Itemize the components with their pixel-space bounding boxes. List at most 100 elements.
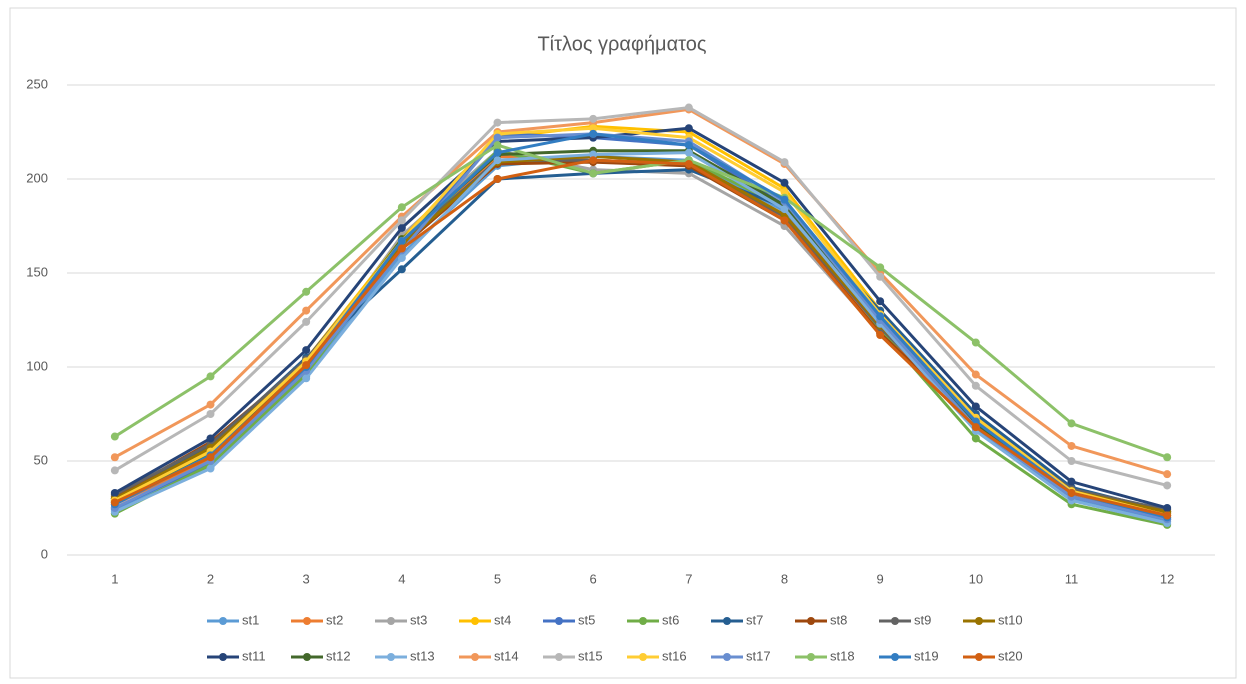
data-point	[493, 133, 502, 142]
data-point	[302, 317, 311, 326]
data-point	[780, 216, 789, 225]
data-point	[110, 432, 119, 441]
data-point	[876, 312, 885, 321]
legend-marker	[723, 653, 731, 661]
data-point	[206, 464, 215, 473]
data-point	[206, 400, 215, 409]
legend-marker	[975, 653, 983, 661]
data-point	[493, 141, 502, 150]
data-point	[397, 244, 406, 253]
x-tick-label: 11	[1065, 571, 1079, 586]
data-point	[876, 297, 885, 306]
legend-label: st13	[410, 648, 435, 663]
series-line	[114, 158, 1168, 517]
data-point	[493, 118, 502, 127]
data-point	[589, 129, 598, 138]
data-point	[397, 203, 406, 212]
y-tick-label: 200	[26, 170, 48, 185]
legend-marker	[387, 653, 395, 661]
chart-title: Τίτλος γραφήματος	[537, 33, 706, 55]
legend-label: st2	[326, 612, 343, 627]
data-point	[110, 498, 119, 507]
data-point	[780, 205, 789, 214]
legend-label: st19	[914, 648, 939, 663]
data-point	[1163, 504, 1172, 512]
legend-label: st6	[662, 612, 679, 627]
data-point	[589, 169, 598, 178]
legend-marker	[639, 653, 647, 661]
data-point	[971, 423, 980, 432]
data-point	[780, 188, 789, 197]
legend-label: st9	[914, 612, 931, 627]
data-point	[1067, 419, 1076, 428]
data-point	[397, 265, 406, 274]
legend-label: st3	[410, 612, 427, 627]
data-point	[780, 158, 789, 167]
legend-label: st14	[494, 648, 519, 663]
legend-label: st5	[578, 612, 595, 627]
x-tick-label: 8	[781, 571, 788, 586]
series-line	[114, 143, 1168, 459]
y-tick-label: 0	[41, 546, 48, 561]
data-point	[971, 402, 980, 411]
legend-label: st10	[998, 612, 1023, 627]
data-point	[1067, 457, 1076, 465]
legend-marker	[639, 617, 647, 625]
data-point	[684, 141, 693, 150]
data-point	[493, 156, 502, 165]
data-point	[876, 331, 885, 340]
legend-label: st12	[326, 648, 351, 663]
legend-marker	[723, 617, 731, 625]
data-point	[1067, 477, 1076, 486]
data-point	[876, 272, 885, 281]
data-point	[971, 370, 980, 379]
x-tick-label: 5	[494, 571, 501, 586]
legend-label: st4	[494, 612, 511, 627]
data-point	[302, 346, 311, 355]
chart-border	[9, 7, 1237, 679]
legend-marker	[471, 653, 479, 661]
series-line	[114, 106, 1168, 487]
data-point	[1163, 481, 1172, 490]
x-tick-label: 6	[590, 571, 597, 586]
data-point	[971, 381, 980, 390]
y-tick-label: 50	[34, 452, 48, 467]
x-tick-label: 9	[877, 571, 884, 586]
legend-marker	[387, 617, 395, 625]
x-tick-label: 3	[303, 571, 310, 586]
data-point	[206, 410, 215, 418]
legend-marker	[555, 653, 563, 661]
y-tick-label: 100	[26, 358, 48, 373]
data-point	[302, 287, 311, 296]
legend-marker	[555, 617, 563, 625]
data-point	[302, 361, 311, 370]
data-point	[1067, 441, 1076, 450]
data-point	[302, 306, 311, 315]
data-point	[971, 434, 980, 443]
legend-label: st17	[746, 648, 771, 663]
x-tick-label: 12	[1160, 571, 1174, 586]
data-point	[589, 150, 598, 159]
data-point	[1163, 470, 1172, 479]
series-line	[114, 126, 1168, 517]
data-point	[397, 237, 406, 246]
legend-label: st11	[242, 648, 266, 663]
data-point	[493, 148, 502, 157]
data-point	[397, 223, 406, 232]
series-line	[114, 151, 1168, 525]
legend-marker	[891, 617, 899, 625]
data-point	[110, 488, 119, 497]
legend-marker	[891, 653, 899, 661]
data-point	[1163, 453, 1172, 462]
legend-marker	[219, 653, 227, 661]
x-tick-label: 10	[969, 571, 983, 586]
legend-label: st18	[830, 648, 855, 663]
x-tick-label: 7	[685, 571, 692, 586]
data-point	[684, 148, 693, 157]
legend-label: st1	[242, 612, 259, 627]
y-tick-label: 150	[26, 264, 48, 279]
legend-marker	[303, 653, 311, 661]
data-point	[493, 175, 502, 183]
data-point	[397, 253, 406, 262]
